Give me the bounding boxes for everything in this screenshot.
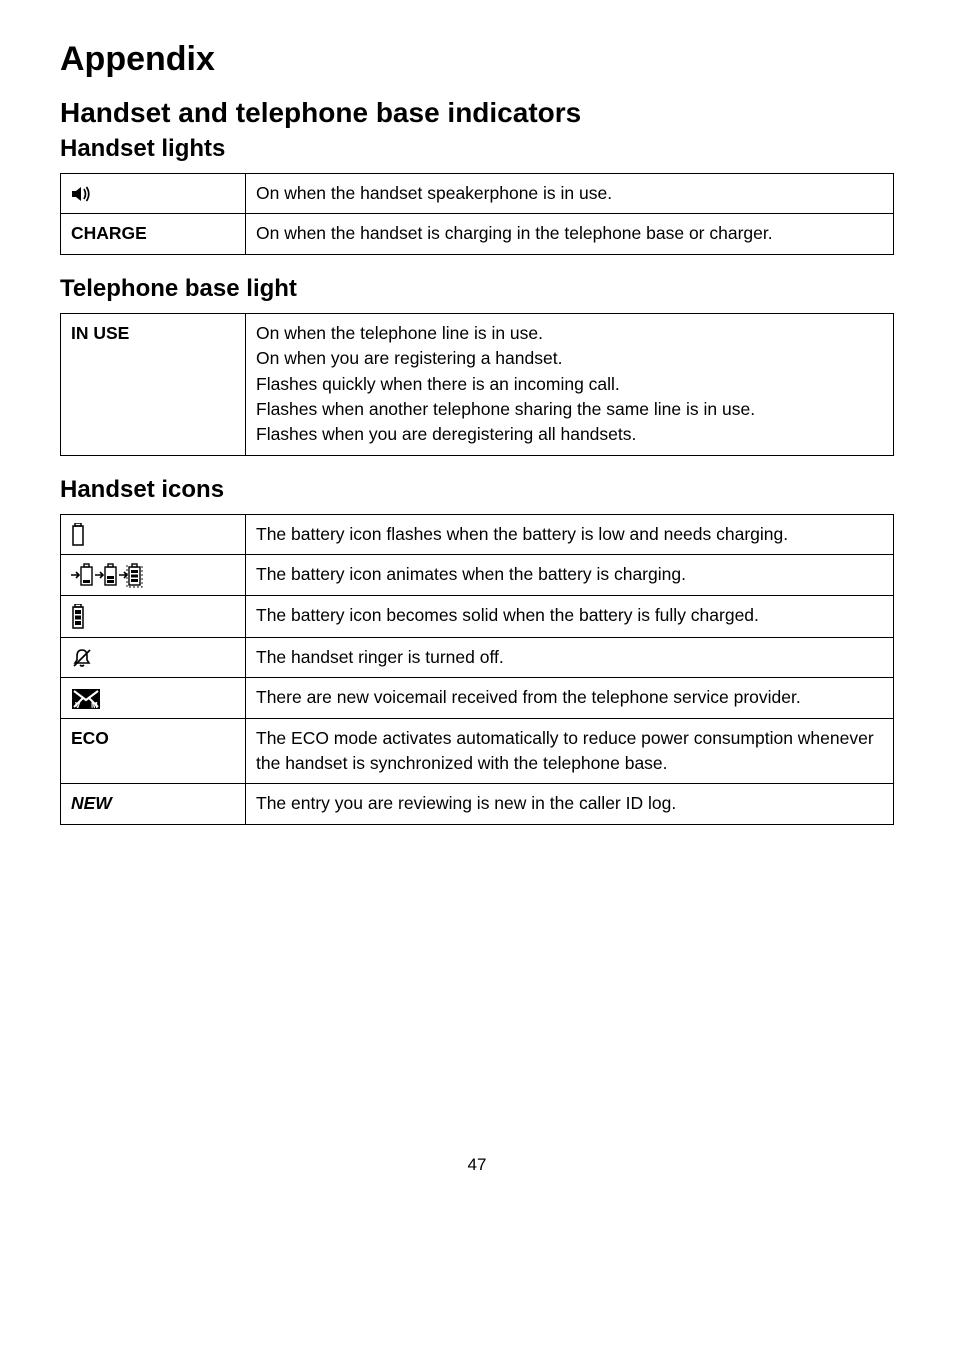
table-row: IN USE On when the telephone line is in …	[61, 313, 894, 455]
table-row: NEW The entry you are reviewing is new i…	[61, 784, 894, 824]
handset-icons-heading: Handset icons	[60, 476, 894, 504]
battery-empty-cell	[61, 514, 246, 554]
telephone-base-light-heading: Telephone base light	[60, 275, 894, 303]
ringer-off-icon	[71, 647, 93, 669]
table-row: CHARGE On when the handset is charging i…	[61, 214, 894, 254]
table-row: The battery icon becomes solid when the …	[61, 596, 894, 637]
eco-label: ECO	[61, 718, 246, 784]
battery-empty-icon	[71, 523, 85, 547]
battery-full-desc: The battery icon becomes solid when the …	[246, 596, 894, 637]
voicemail-desc: There are new voicemail received from th…	[246, 678, 894, 718]
speaker-icon	[71, 185, 93, 203]
in-use-line: On when the telephone line is in use.	[256, 323, 543, 343]
new-label: NEW	[61, 784, 246, 824]
speaker-desc: On when the handset speakerphone is in u…	[246, 174, 894, 214]
voicemail-icon: V M	[71, 688, 101, 710]
charge-desc: On when the handset is charging in the t…	[246, 214, 894, 254]
new-label-text: NEW	[71, 793, 112, 813]
in-use-label: IN USE	[61, 313, 246, 455]
table-row: The handset ringer is turned off.	[61, 637, 894, 677]
battery-animate-desc: The battery icon animates when the batte…	[246, 555, 894, 596]
ringer-off-cell	[61, 637, 246, 677]
table-row: V M There are new voicemail received fro…	[61, 678, 894, 718]
in-use-desc: On when the telephone line is in use. On…	[246, 313, 894, 455]
subtitle: Handset and telephone base indicators	[60, 97, 894, 129]
eco-desc: The ECO mode activates automatically to …	[246, 718, 894, 784]
table-row: The battery icon animates when the batte…	[61, 555, 894, 596]
new-desc: The entry you are reviewing is new in th…	[246, 784, 894, 824]
battery-animate-cell	[61, 555, 246, 596]
table-row: On when the handset speakerphone is in u…	[61, 174, 894, 214]
in-use-line: Flashes quickly when there is an incomin…	[256, 374, 620, 394]
battery-animate-icon	[71, 562, 171, 588]
page-title: Appendix	[60, 40, 894, 79]
in-use-line: Flashes when another telephone sharing t…	[256, 399, 755, 419]
table-row: ECO The ECO mode activates automatically…	[61, 718, 894, 784]
speaker-icon-cell	[61, 174, 246, 214]
voicemail-cell: V M	[61, 678, 246, 718]
battery-empty-desc: The battery icon flashes when the batter…	[246, 514, 894, 554]
battery-full-cell	[61, 596, 246, 637]
handset-lights-heading: Handset lights	[60, 135, 894, 163]
battery-full-icon	[71, 604, 85, 630]
svg-text:V: V	[75, 701, 81, 710]
handset-icons-table: The battery icon flashes when the batter…	[60, 514, 894, 825]
page-number: 47	[60, 1155, 894, 1175]
ringer-off-desc: The handset ringer is turned off.	[246, 637, 894, 677]
svg-text:M: M	[91, 701, 98, 710]
table-row: The battery icon flashes when the batter…	[61, 514, 894, 554]
in-use-line: On when you are registering a handset.	[256, 348, 562, 368]
handset-lights-table: On when the handset speakerphone is in u…	[60, 173, 894, 255]
telephone-base-light-table: IN USE On when the telephone line is in …	[60, 313, 894, 456]
in-use-line: Flashes when you are deregistering all h…	[256, 424, 636, 444]
charge-label: CHARGE	[61, 214, 246, 254]
